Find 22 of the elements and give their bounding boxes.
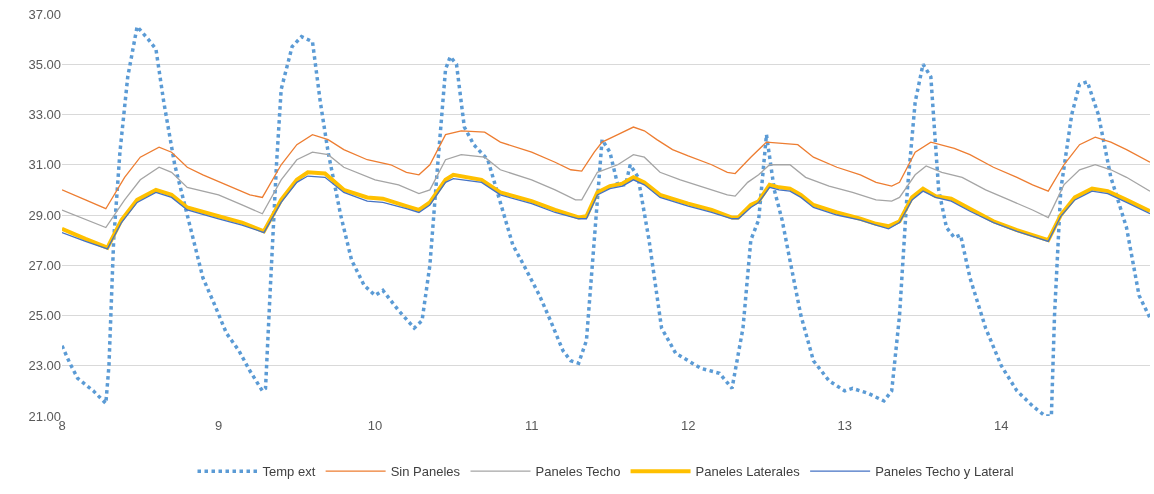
x-tick-label: 10 [367, 418, 383, 433]
y-tick-label: 37.00 [28, 6, 61, 22]
x-tick-label: 9 [214, 418, 223, 433]
legend-label: Temp ext [262, 464, 316, 480]
legend-label: Paneles Techo [535, 464, 621, 480]
x-tick-label: 12 [680, 418, 696, 433]
y-tick-label: 29.00 [28, 207, 61, 223]
legend-label: Sin Paneles [390, 464, 461, 480]
line-series [62, 126, 1150, 210]
line-series [62, 24, 1150, 416]
y-tick-label: 33.00 [28, 107, 61, 123]
y-tick-label: 35.00 [28, 56, 61, 72]
legend-label: Paneles Techo y Lateral [875, 464, 1014, 480]
x-tick-label: 13 [837, 418, 852, 433]
y-tick-label: 23.00 [28, 358, 61, 374]
legend-label: Paneles Laterales [695, 464, 801, 480]
y-tick-label: 27.00 [28, 257, 61, 273]
line-series [62, 151, 1150, 229]
y-tick-label: 25.00 [28, 308, 61, 324]
x-tick-label: 11 [524, 418, 539, 433]
x-tick-label: 14 [994, 418, 1009, 433]
y-tick-label: 31.00 [28, 157, 61, 173]
